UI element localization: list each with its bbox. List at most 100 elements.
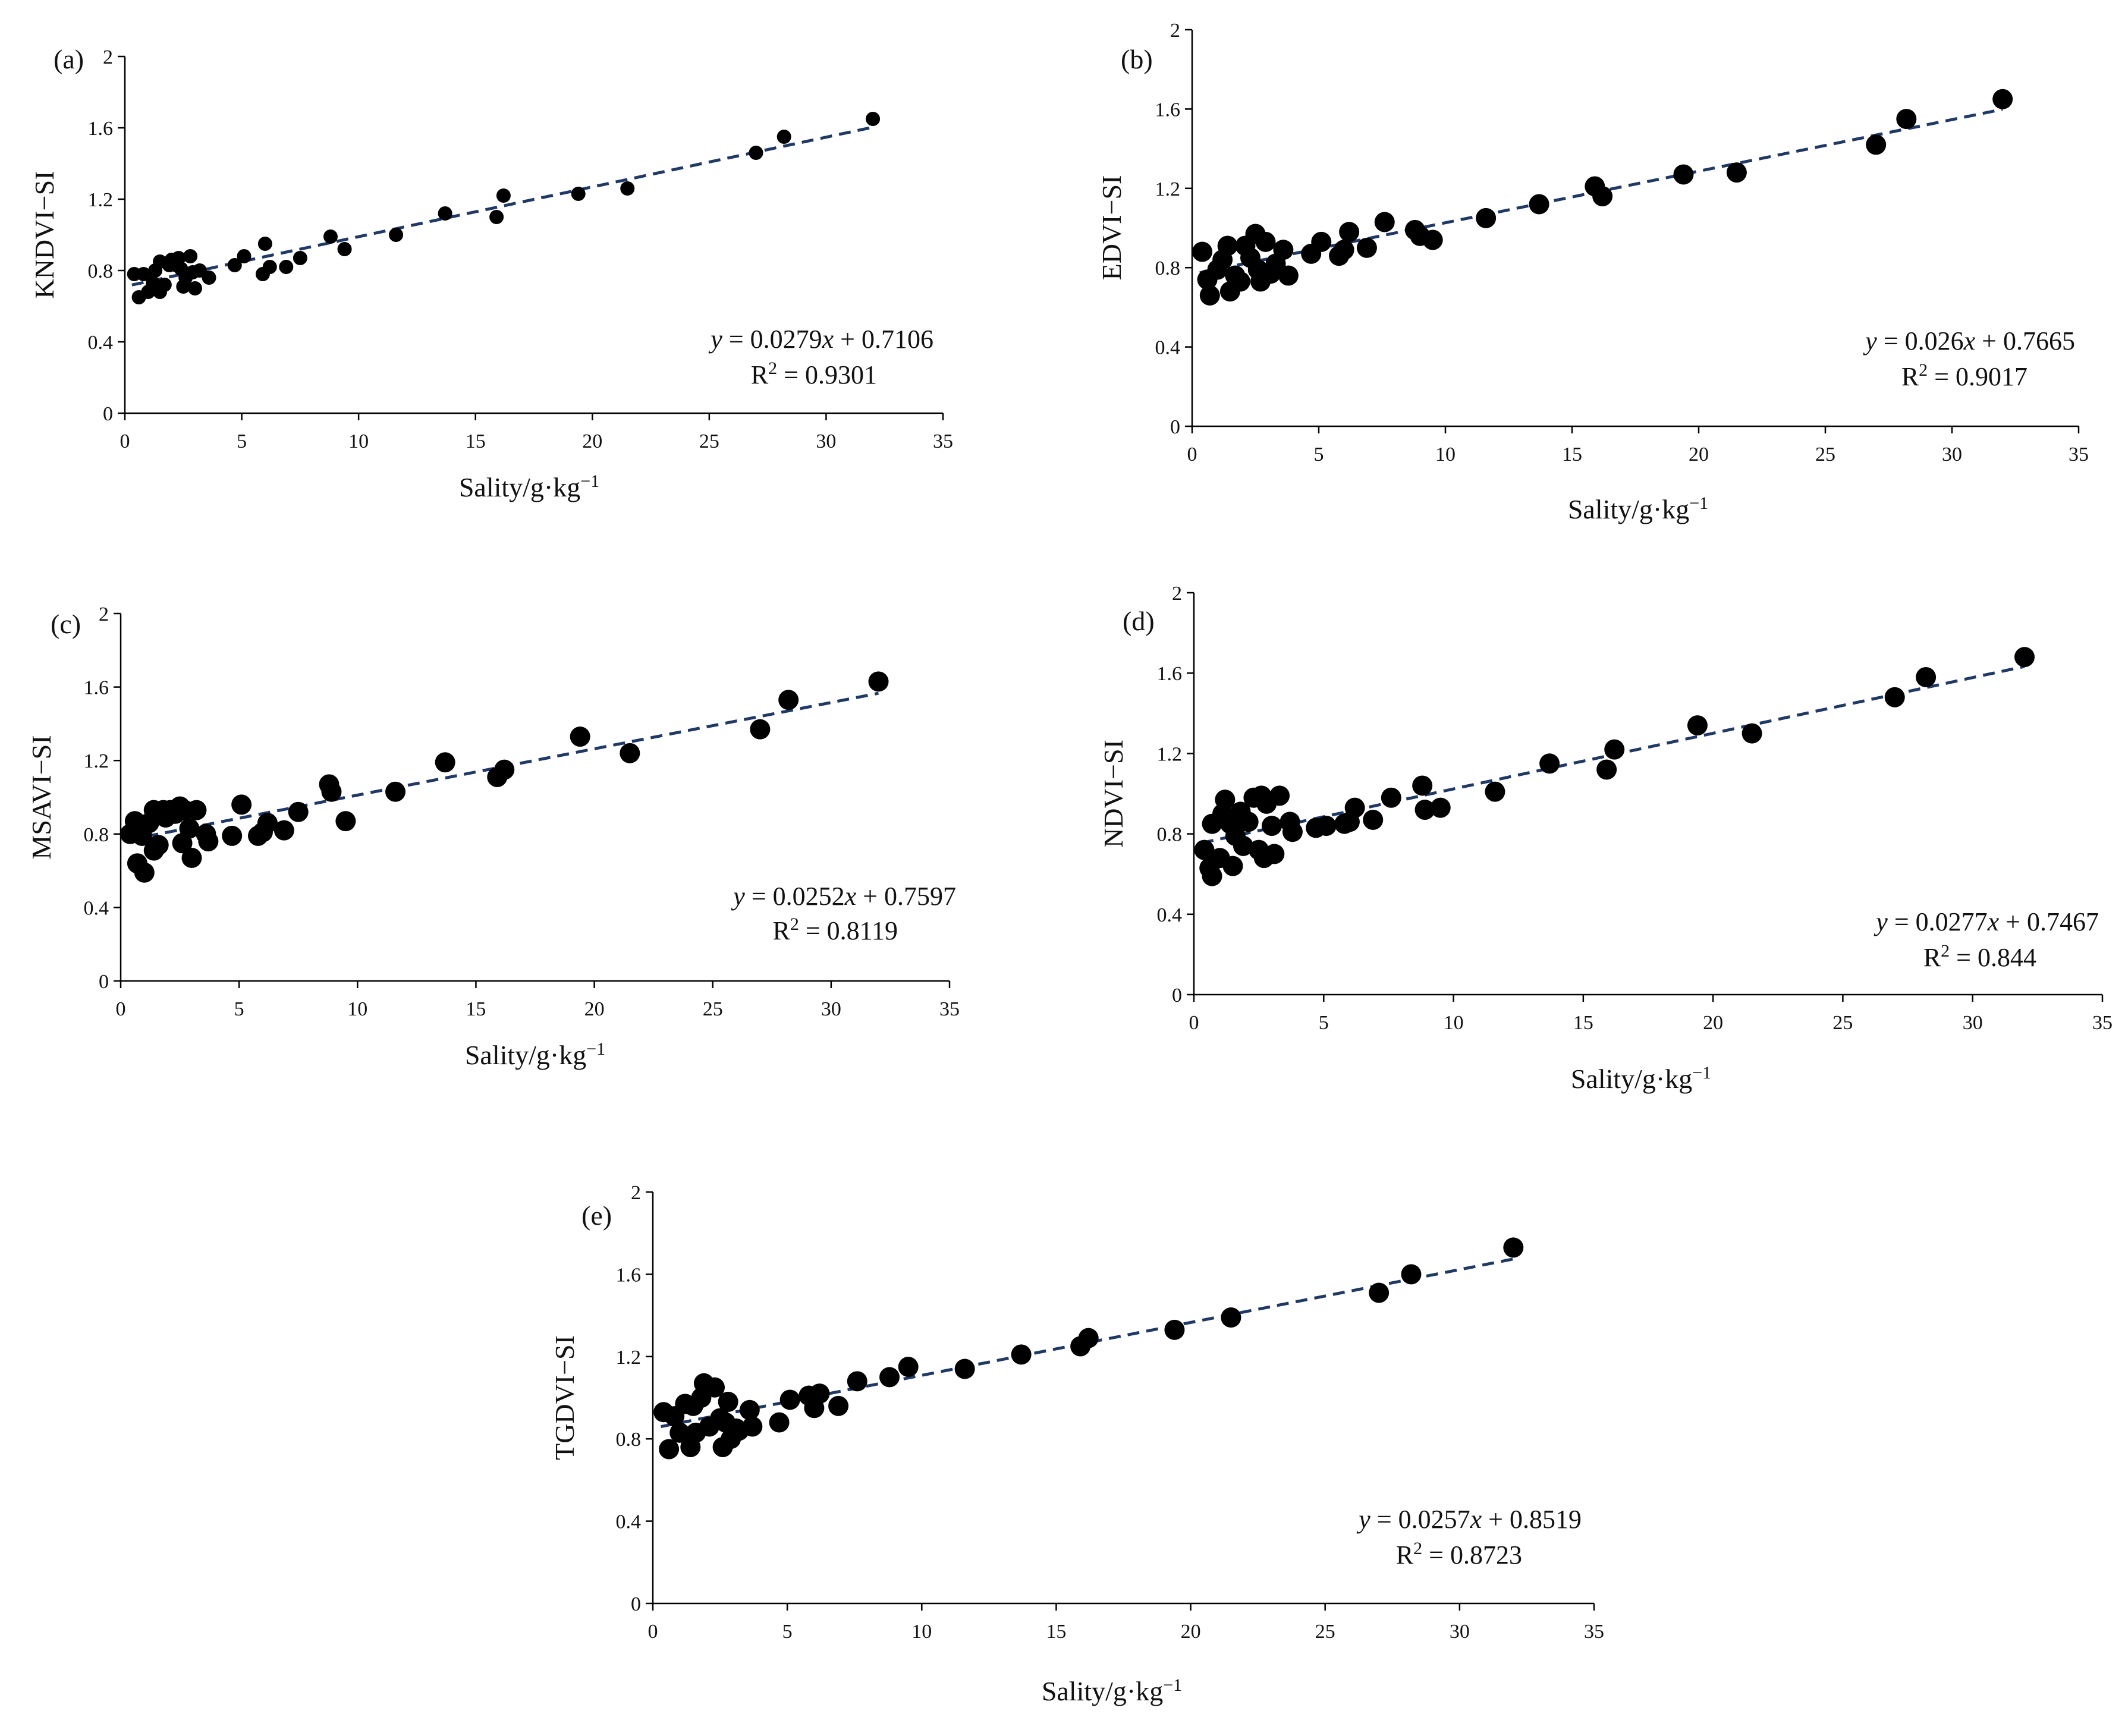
r-squared-sup: 2 <box>1413 1539 1422 1558</box>
data-point <box>1476 207 1497 228</box>
data-point <box>659 1439 680 1460</box>
data-point <box>227 258 242 272</box>
equation-intercept: + 0.7467 <box>1999 907 2099 936</box>
chart-panel-a: 00.40.81.21.620 5 10 15 20 25 30 35(a)KNDVI−SIS… <box>29 44 953 502</box>
data-point <box>1344 797 1365 818</box>
data-point <box>879 1367 900 1388</box>
x-axis-label-unit-sup: −1 <box>1163 1675 1182 1695</box>
equation-x: x <box>822 325 834 354</box>
x-tick-label: 5 <box>782 1621 793 1643</box>
x-tick-label: 15 <box>466 998 486 1020</box>
y-tick-label: 1.2 <box>616 1347 642 1369</box>
y-tick-label: 0.8 <box>616 1429 642 1451</box>
x-tick-label: 30 <box>1450 1621 1470 1643</box>
data-point <box>335 811 356 832</box>
x-tick-label: 5 <box>234 998 244 1020</box>
x-tick-label: 30 <box>1942 444 1962 466</box>
data-point <box>1992 89 2013 109</box>
r-squared-sup: 2 <box>1919 360 1928 380</box>
data-point <box>293 251 307 265</box>
x-tick-label: 35 <box>2069 444 2089 466</box>
r-squared-base: R <box>1396 1540 1414 1570</box>
data-point <box>1356 237 1377 258</box>
y-tick-label: 2 <box>1170 20 1180 42</box>
chart-panel-d: 00.40.81.21.620 5 10 15 20 25 30 35(d)NDVI−SISa… <box>1098 583 2113 1094</box>
regression-equation: y = 0.0257x + 0.8519 <box>1356 1505 1582 1534</box>
y-tick-label: 0.4 <box>616 1511 642 1533</box>
x-tick-label: 25 <box>703 998 723 1020</box>
r-squared-base: R <box>1923 943 1941 972</box>
data-point <box>1261 816 1282 836</box>
y-tick-label: 2 <box>103 46 113 68</box>
panel-label: (c) <box>51 609 81 639</box>
r-squared-value: = 0.844 <box>1950 943 2036 972</box>
x-tick-label: 25 <box>699 430 719 452</box>
x-axis-label-base: Sality/g·kg <box>1042 1676 1163 1706</box>
y-tick-label: 1.2 <box>1155 178 1181 200</box>
y-tick-label: 1.6 <box>1155 99 1181 121</box>
r-squared-base: R <box>772 916 790 945</box>
equation-intercept: + 0.7665 <box>1975 326 2075 356</box>
x-tick-label: 25 <box>1832 1012 1853 1034</box>
data-point <box>179 818 200 839</box>
r-squared-sup: 2 <box>790 914 799 934</box>
x-axis-label: Sality/g·kg−1 <box>465 1039 605 1071</box>
data-point <box>777 130 791 144</box>
data-point <box>1255 231 1276 252</box>
y-tick-label: 1.2 <box>88 189 114 211</box>
x-tick-label: 30 <box>821 998 841 1020</box>
data-point <box>809 1383 830 1404</box>
r-squared-base: R <box>1901 362 1919 391</box>
data-point <box>323 229 338 244</box>
x-tick-label: 35 <box>933 430 953 452</box>
r-squared-sup: 2 <box>768 358 777 378</box>
x-axis-label-unit-sup: −1 <box>586 1039 605 1059</box>
data-point <box>494 759 515 780</box>
equation-slope: = 0.0257 <box>1370 1505 1470 1534</box>
data-point <box>237 249 252 263</box>
x-axis-label-base: Sality/g·kg <box>459 472 580 502</box>
data-point <box>1374 212 1395 232</box>
x-tick-label: 20 <box>584 998 605 1020</box>
x-tick-label: 10 <box>348 430 369 452</box>
regression-equation: y = 0.0279x + 0.7106 <box>708 325 933 354</box>
y-tick-label: 1.6 <box>616 1264 642 1286</box>
data-point <box>1278 265 1299 286</box>
data-point <box>1414 800 1435 820</box>
r-squared: R2 = 0.9301 <box>751 358 877 390</box>
equation-slope: = 0.0279 <box>722 325 822 354</box>
data-point <box>148 835 169 856</box>
r-squared: R2 = 0.8723 <box>1396 1539 1522 1570</box>
data-point <box>1221 1307 1241 1328</box>
equation-y: y <box>1356 1505 1370 1534</box>
data-point <box>438 206 452 221</box>
data-point <box>157 278 172 292</box>
x-tick-label: 10 <box>347 998 367 1020</box>
data-point <box>1422 229 1443 250</box>
data-point <box>1916 666 1937 687</box>
data-point <box>1539 753 1560 774</box>
data-point <box>231 794 252 815</box>
x-tick-label: 0 <box>120 430 130 452</box>
data-point <box>1238 812 1259 832</box>
y-tick-label: 0.8 <box>88 260 114 282</box>
data-point <box>669 1422 690 1443</box>
data-point <box>1164 1319 1185 1340</box>
data-point <box>288 801 309 822</box>
data-point <box>1592 186 1613 207</box>
data-point <box>171 251 186 265</box>
x-tick-label: 20 <box>582 430 602 452</box>
x-tick-label: 20 <box>1181 1621 1201 1643</box>
x-axis-label-unit-sup: −1 <box>1689 493 1708 513</box>
chart-panel-c: 00.40.81.21.620 5 10 15 20 25 30 35(c)MSAVI−SIS… <box>26 603 960 1070</box>
y-tick-label: 1.6 <box>88 118 114 140</box>
data-point <box>868 671 889 692</box>
data-point <box>274 820 294 841</box>
data-point <box>742 1416 763 1437</box>
data-point <box>1311 231 1332 252</box>
x-axis-label-unit-sup: −1 <box>1692 1063 1711 1083</box>
data-point <box>1363 809 1384 830</box>
data-point <box>1269 785 1290 806</box>
equation-y: y <box>1873 907 1888 936</box>
